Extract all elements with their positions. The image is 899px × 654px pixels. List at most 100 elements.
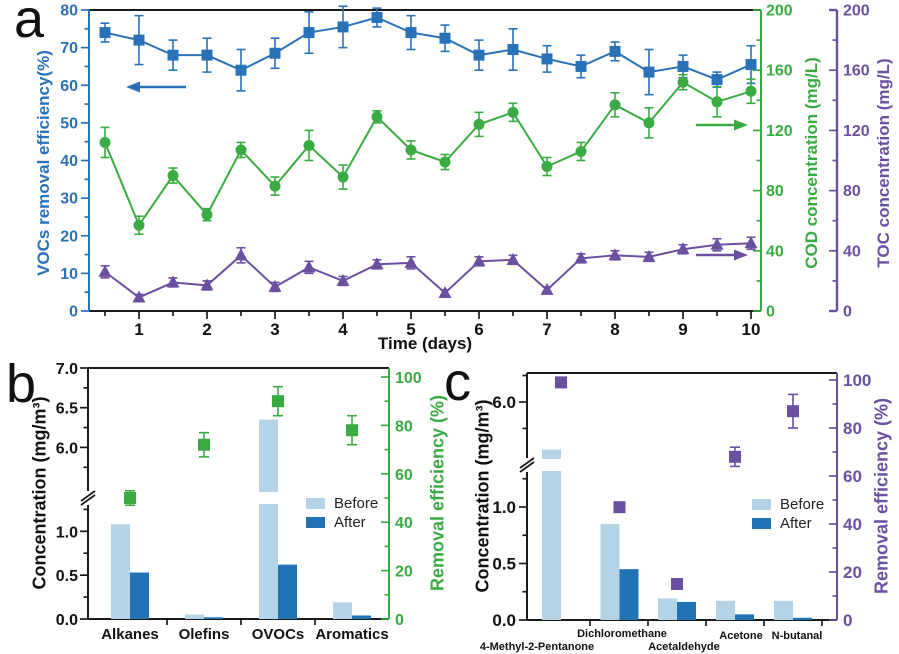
data-point-circle <box>201 209 213 221</box>
data-point-square <box>541 53 553 65</box>
a-left-tick-label: 60 <box>60 78 78 95</box>
efficiency-marker <box>613 501 626 514</box>
bar-after <box>204 617 223 619</box>
right-tick-label: 80 <box>843 419 862 438</box>
data-point-square <box>609 45 621 57</box>
data-point-circle <box>337 171 349 183</box>
after-swatch <box>752 518 771 529</box>
left-tick-label: 1.0 <box>56 524 78 541</box>
axis-break-slash <box>80 490 96 502</box>
data-point-triangle <box>744 236 758 249</box>
efficiency-marker <box>729 450 741 463</box>
efficiency-marker <box>787 405 799 418</box>
data-point-square <box>745 59 757 71</box>
data-point-circle <box>99 136 111 148</box>
left-tick-label: 0.0 <box>56 612 78 629</box>
c-category-dichloromethane: Dichloromethane <box>577 628 667 640</box>
bar-after <box>735 614 754 620</box>
left-arrow-head <box>126 81 140 93</box>
a-x-tick-label: 1 <box>134 320 143 339</box>
efficiency-marker <box>346 424 358 437</box>
data-point-square <box>439 32 451 44</box>
a-cod-tick-label: 0 <box>766 304 775 321</box>
a-toc-tick-label: 120 <box>843 123 870 140</box>
data-point-circle <box>575 145 587 157</box>
b-y-right-axis-title: Removal efficiency (%) <box>427 394 448 592</box>
left-tick-label: 0.0 <box>492 611 516 630</box>
bar-before <box>774 600 793 620</box>
data-point-triangle <box>710 237 724 250</box>
data-point-square <box>269 47 281 59</box>
before-swatch <box>306 498 325 509</box>
bar-after <box>352 615 371 619</box>
left-tick-label: 6.0 <box>56 440 78 457</box>
a-x-tick-label: 5 <box>406 320 415 339</box>
data-point-square <box>133 34 145 46</box>
axis-break-mask <box>519 458 535 472</box>
data-point-square <box>473 49 485 61</box>
a-x-tick-label: 8 <box>610 320 619 339</box>
series-line <box>104 242 752 299</box>
bar-before <box>185 614 204 619</box>
data-point-circle <box>473 118 485 130</box>
bar-before <box>658 598 677 620</box>
data-point-triangle <box>268 279 282 292</box>
c-legend-before-label: Before <box>780 496 825 513</box>
efficiency-marker <box>198 438 210 451</box>
a-x-tick-label: 10 <box>742 320 761 339</box>
efficiency-marker <box>671 578 683 590</box>
a-x-tick-label: 4 <box>338 320 348 339</box>
b-category-aromatics: Aromatics <box>315 626 389 643</box>
a-left-tick-label: 20 <box>60 228 78 245</box>
data-point-circle <box>609 99 621 111</box>
b-category-alkanes: Alkanes <box>101 626 159 643</box>
right-tick-label: 0 <box>395 612 404 629</box>
right-tick-label: 40 <box>843 515 862 534</box>
data-point-square <box>201 49 213 61</box>
axis-break-slash <box>519 461 535 473</box>
data-point-circle <box>405 144 417 156</box>
a-x-tick-label: 3 <box>270 320 279 339</box>
a-left-tick-label: 50 <box>60 115 78 132</box>
efficiency-marker <box>555 376 567 389</box>
left-tick-label: 0.5 <box>56 568 78 585</box>
data-point-circle <box>439 156 451 168</box>
data-point-circle <box>371 111 383 123</box>
left-tick-label: 0.5 <box>492 555 516 574</box>
efficiency-marker <box>272 395 284 408</box>
right-tick-label: 20 <box>395 564 413 581</box>
data-point-triangle <box>676 242 690 255</box>
a-toc-tick-label: 40 <box>843 243 861 260</box>
bar-before <box>333 602 352 619</box>
series-line <box>104 16 752 81</box>
data-point-circle <box>745 85 757 97</box>
data-point-square <box>677 60 689 72</box>
data-point-triangle <box>234 248 248 261</box>
data-point-triangle <box>540 282 554 295</box>
b-legend-before-label: Before <box>334 495 379 512</box>
data-point-triangle <box>336 273 350 286</box>
left-tick-label: 7.0 <box>56 361 78 378</box>
left-tick-label: 6.5 <box>56 401 78 418</box>
a-cod-tick-label: 160 <box>766 63 793 80</box>
data-point-circle <box>269 180 281 192</box>
c-y-right-axis-title: Removal efficiency (%) <box>871 397 892 595</box>
right-tick-label: 100 <box>843 371 871 390</box>
data-point-circle <box>677 76 689 88</box>
data-point-triangle <box>472 254 486 267</box>
c-y-left-axis-title: Concentration (mg/m³) <box>472 399 493 593</box>
c-category-acetaldehyde: Acetaldehyde <box>648 641 720 653</box>
data-point-triangle <box>404 255 418 268</box>
bar-before <box>542 449 561 459</box>
b-legend-row-before: Before <box>306 496 378 511</box>
bar-before <box>259 504 278 619</box>
axis-break-slash <box>80 494 96 506</box>
c-legend-row-before: Before <box>752 497 824 512</box>
a-cod-tick-label: 200 <box>766 3 793 20</box>
b-legend-after-label: After <box>334 514 366 531</box>
data-point-square <box>371 12 383 24</box>
a-toc-tick-label: 200 <box>843 3 870 20</box>
bar-after <box>130 572 149 619</box>
bar-before <box>259 419 278 492</box>
